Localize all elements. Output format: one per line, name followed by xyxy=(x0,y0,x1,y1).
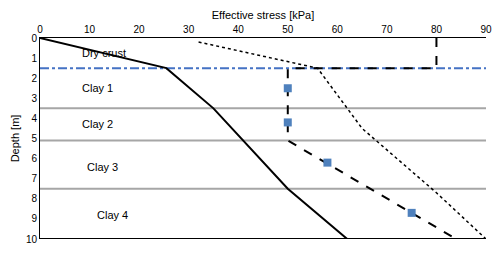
svg-text:Clay 4: Clay 4 xyxy=(97,209,128,221)
svg-text:8: 8 xyxy=(31,193,37,204)
svg-text:70: 70 xyxy=(381,24,393,35)
svg-text:7: 7 xyxy=(31,173,37,184)
svg-text:5: 5 xyxy=(31,133,37,144)
svg-text:Clay 3: Clay 3 xyxy=(87,161,118,173)
svg-text:90: 90 xyxy=(480,24,492,35)
svg-text:3: 3 xyxy=(31,93,37,104)
svg-text:9: 9 xyxy=(31,213,37,224)
svg-text:60: 60 xyxy=(332,24,344,35)
svg-text:Clay 2: Clay 2 xyxy=(82,118,113,130)
svg-text:40: 40 xyxy=(233,24,245,35)
svg-text:30: 30 xyxy=(183,24,195,35)
svg-text:Effective stress [kPa]: Effective stress [kPa] xyxy=(212,9,315,21)
svg-text:2: 2 xyxy=(31,73,37,84)
svg-text:1: 1 xyxy=(31,53,37,64)
svg-text:4: 4 xyxy=(31,113,37,124)
svg-text:Dry crust: Dry crust xyxy=(82,47,126,59)
svg-text:Clay 1: Clay 1 xyxy=(82,82,113,94)
svg-text:Depth [m]: Depth [m] xyxy=(9,115,21,163)
svg-text:0: 0 xyxy=(31,33,37,44)
svg-text:10: 10 xyxy=(84,24,96,35)
svg-text:50: 50 xyxy=(282,24,294,35)
svg-text:10: 10 xyxy=(26,234,38,245)
svg-text:20: 20 xyxy=(134,24,146,35)
svg-text:0: 0 xyxy=(37,24,43,35)
svg-text:6: 6 xyxy=(31,153,37,164)
svg-text:80: 80 xyxy=(431,24,443,35)
